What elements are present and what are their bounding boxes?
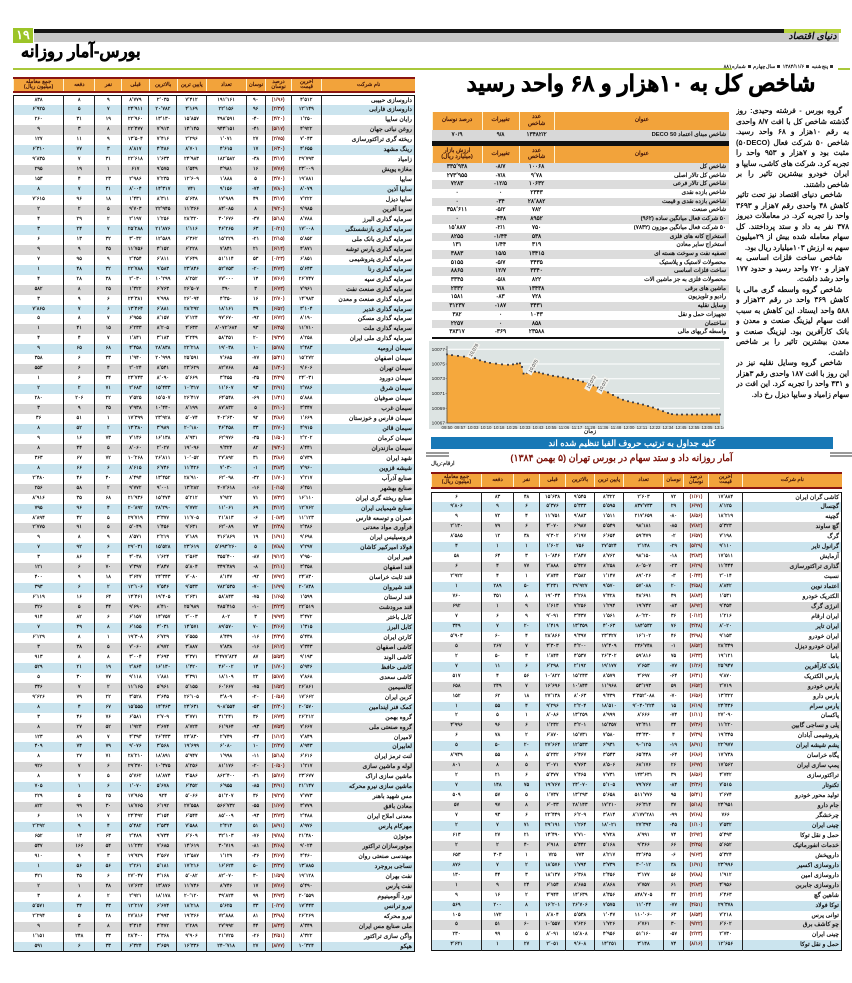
svg-text:11:48: 11:48 — [611, 425, 622, 430]
svg-text:10:03: 10:03 — [468, 425, 480, 430]
svg-text:11:06: 11:06 — [559, 425, 570, 430]
svg-text:10069: 10069 — [432, 406, 446, 412]
svg-text:12:11: 12:11 — [637, 425, 648, 430]
svg-text:13:14: 13:14 — [715, 425, 725, 430]
svg-text:10,076: 10,076 — [468, 342, 480, 357]
svg-text:13:05: 13:05 — [702, 425, 714, 430]
svg-text:12:22: 12:22 — [650, 425, 662, 430]
svg-text:12:45: 12:45 — [676, 425, 688, 430]
svg-text:11:28: 11:28 — [585, 425, 596, 430]
svg-text:10:10: 10:10 — [481, 425, 493, 430]
svg-text:12:34: 12:34 — [663, 425, 675, 430]
svg-text:10,072: 10,072 — [586, 374, 598, 389]
svg-text:10073: 10073 — [432, 376, 446, 382]
svg-text:10:18: 10:18 — [494, 425, 506, 430]
svg-text:10:43: 10:43 — [533, 425, 545, 430]
svg-text:10071: 10071 — [432, 391, 446, 397]
svg-text:10:55: 10:55 — [546, 425, 558, 430]
svg-text:09:57: 09:57 — [455, 425, 467, 430]
svg-text:12:55: 12:55 — [689, 425, 701, 430]
svg-text:11:36: 11:36 — [598, 425, 609, 430]
svg-text:10:25: 10:25 — [507, 425, 519, 430]
svg-text:10077: 10077 — [432, 347, 446, 353]
svg-text:11:17: 11:17 — [572, 425, 583, 430]
svg-text:09:50: 09:50 — [442, 425, 454, 430]
svg-text:10075: 10075 — [432, 362, 446, 368]
svg-text:10,071: 10,071 — [598, 377, 610, 392]
svg-text:10,075: 10,075 — [528, 358, 540, 373]
svg-text:12:00: 12:00 — [624, 425, 636, 430]
svg-text:10067: 10067 — [432, 421, 446, 427]
svg-text:10:33: 10:33 — [520, 425, 532, 430]
